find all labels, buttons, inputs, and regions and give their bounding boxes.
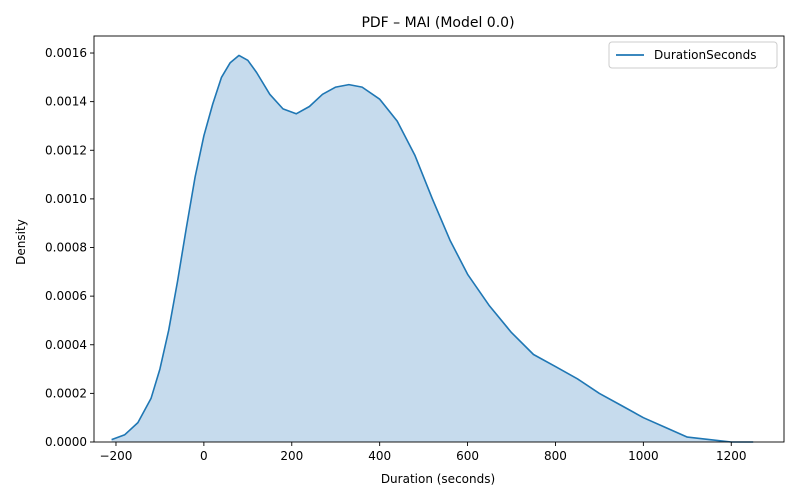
legend-box [608, 41, 778, 69]
y-tick-label: 0.0016 [45, 46, 87, 60]
x-tick-label: 1200 [716, 449, 747, 463]
y-tick-label: 0.0014 [45, 95, 87, 109]
legend: DurationSeconds [608, 41, 778, 69]
y-tick-label: 0.0002 [45, 386, 87, 400]
axes: −200 0 200 400 600 800 1000 1200 0.0000 0.0002 0.0… [45, 35, 785, 463]
plot-frame [93, 35, 785, 443]
x-tick-label: −200 [99, 449, 132, 463]
x-axis-label: Duration (seconds) [381, 472, 495, 486]
y-axis-label: Density [14, 219, 28, 265]
y-tick-label: 0.0012 [45, 143, 87, 157]
x-tick-label: 1000 [628, 449, 659, 463]
y-tick-label: 0.0000 [45, 435, 87, 449]
legend-label: DurationSeconds [654, 48, 757, 62]
chart-title: PDF – MAI (Model 0.0) [361, 15, 514, 31]
x-tick-label: 600 [456, 449, 479, 463]
y-tick-label: 0.0010 [45, 192, 87, 206]
y-tick-label: 0.0006 [45, 289, 87, 303]
density-area-fill [111, 55, 754, 443]
plot-area [111, 54, 754, 443]
x-tick-label: 200 [280, 449, 303, 463]
density-line [111, 54, 754, 443]
y-tick-label: 0.0004 [45, 338, 87, 352]
y-tick-label: 0.0008 [45, 241, 87, 255]
x-tick-label: 800 [544, 449, 567, 463]
x-tick-label: 0 [200, 449, 208, 463]
x-tick-label: 400 [368, 449, 391, 463]
